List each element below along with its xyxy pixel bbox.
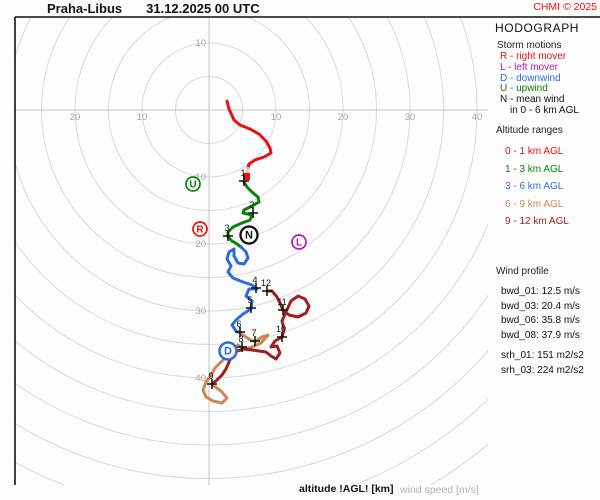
km-mark-label-9: 9: [208, 371, 213, 381]
km-mark-label-5: 5: [247, 295, 252, 305]
ring-label-right-10: 10: [271, 112, 282, 123]
copyright-notice: CHMI © 2025: [533, 1, 597, 13]
km-mark-label-1: 1: [240, 168, 245, 178]
storm-marker-letter-U: U: [189, 179, 196, 190]
altitude-axis-label: altitude !AGL! [km]: [299, 483, 394, 495]
trace-3-6-km-agl: [225, 245, 259, 335]
storm-marker-letter-L: L: [296, 237, 302, 248]
km-mark-7: 7: [250, 328, 260, 346]
ring-label-down-40: 40: [195, 373, 206, 384]
km-mark-2: 2: [248, 200, 258, 218]
ring-label-down-10: 10: [195, 172, 206, 183]
km-mark-label-11: 11: [277, 297, 286, 307]
km-mark-1: 1: [239, 168, 249, 186]
ring-label-left-10: 10: [137, 112, 148, 123]
km-mark-label-3: 3: [224, 223, 229, 233]
km-mark-3: 3: [223, 223, 233, 241]
storm-marker-letter-D: D: [224, 346, 232, 358]
ring-label-down-20: 20: [195, 239, 206, 250]
speed-ring-50: [15, 294, 488, 446]
storm-marker-U: U: [185, 176, 201, 192]
ring-label-left-20: 20: [70, 112, 81, 123]
page-title: Praha-Libus 31.12.2025 00 UTC: [47, 1, 260, 16]
ring-label-right-20: 20: [338, 112, 349, 123]
km-mark-12: 12: [261, 278, 272, 296]
km-mark-label-4: 4: [252, 275, 257, 285]
wind-speed-axis-label: wind speed [m/s]: [400, 484, 479, 496]
km-mark-6: 6: [235, 319, 245, 337]
storm-marker-N: N: [239, 225, 259, 245]
ring-label-right-40: 40: [472, 112, 483, 123]
trace-1-3-km-agl: [226, 180, 261, 249]
storm-marker-layer: U R N L D: [185, 176, 307, 361]
speed-ring-35: [15, 17, 444, 345]
km-mark-9: 9: [207, 371, 217, 389]
storm-marker-D: D: [218, 341, 238, 361]
storm-marker-R: R: [192, 221, 208, 237]
trace-0-1-km-agl: [225, 99, 273, 170]
km-mark-4: 4: [251, 275, 261, 293]
km-mark-label-12: 12: [261, 278, 271, 288]
speed-ring-55: [15, 349, 488, 479]
km-mark-label-8: 8: [238, 334, 243, 344]
ring-label-right-30: 30: [405, 112, 416, 123]
km-mark-label-10: 10: [276, 324, 286, 334]
km-mark-11: 11: [277, 297, 288, 315]
storm-marker-L: L: [291, 234, 307, 250]
km-mark-8: 8: [237, 334, 247, 352]
km-mark-10: 10: [276, 324, 287, 342]
storm-marker-letter-N: N: [245, 230, 253, 242]
km-mark-5: 5: [246, 295, 256, 313]
sounding-datetime: 31.12.2025 00 UTC: [146, 1, 260, 16]
km-mark-label-7: 7: [251, 328, 256, 338]
km-mark-label-2: 2: [249, 200, 254, 210]
ring-label-down-30: 30: [195, 306, 206, 317]
km-mark-label-6: 6: [236, 319, 241, 329]
trace-layer: [201, 99, 311, 405]
storm-marker-letter-R: R: [196, 224, 204, 235]
surface-wind-marker: [243, 173, 250, 180]
station-name: Praha-Libus: [47, 1, 123, 16]
ring-label-layer: 10 10 10 10 20 20 20 30 30 40 40: [70, 38, 483, 384]
ring-label-up-10: 10: [195, 38, 206, 49]
